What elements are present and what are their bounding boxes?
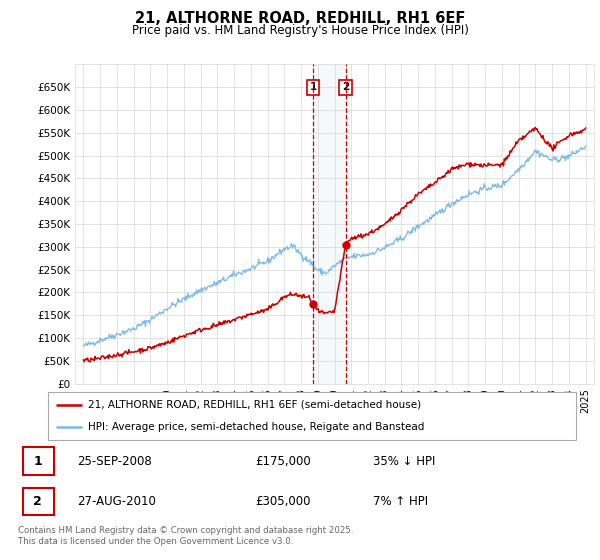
Text: HPI: Average price, semi-detached house, Reigate and Banstead: HPI: Average price, semi-detached house,… — [88, 422, 424, 432]
Text: 2: 2 — [342, 82, 349, 92]
Text: 1: 1 — [34, 455, 42, 468]
Text: 21, ALTHORNE ROAD, REDHILL, RH1 6EF (semi-detached house): 21, ALTHORNE ROAD, REDHILL, RH1 6EF (sem… — [88, 400, 421, 410]
Text: 21, ALTHORNE ROAD, REDHILL, RH1 6EF: 21, ALTHORNE ROAD, REDHILL, RH1 6EF — [135, 11, 465, 26]
FancyBboxPatch shape — [48, 392, 576, 440]
Text: £305,000: £305,000 — [255, 495, 310, 508]
Text: Price paid vs. HM Land Registry's House Price Index (HPI): Price paid vs. HM Land Registry's House … — [131, 24, 469, 36]
Text: 7% ↑ HPI: 7% ↑ HPI — [373, 495, 428, 508]
Text: 35% ↓ HPI: 35% ↓ HPI — [373, 455, 436, 468]
Text: 1: 1 — [310, 82, 317, 92]
FancyBboxPatch shape — [23, 488, 53, 515]
Bar — [313, 64, 346, 384]
Text: 25-SEP-2008: 25-SEP-2008 — [77, 455, 152, 468]
Text: Contains HM Land Registry data © Crown copyright and database right 2025.
This d: Contains HM Land Registry data © Crown c… — [18, 526, 353, 546]
Text: £175,000: £175,000 — [255, 455, 311, 468]
Text: 2: 2 — [34, 495, 42, 508]
Text: 27-AUG-2010: 27-AUG-2010 — [77, 495, 156, 508]
FancyBboxPatch shape — [23, 447, 53, 475]
